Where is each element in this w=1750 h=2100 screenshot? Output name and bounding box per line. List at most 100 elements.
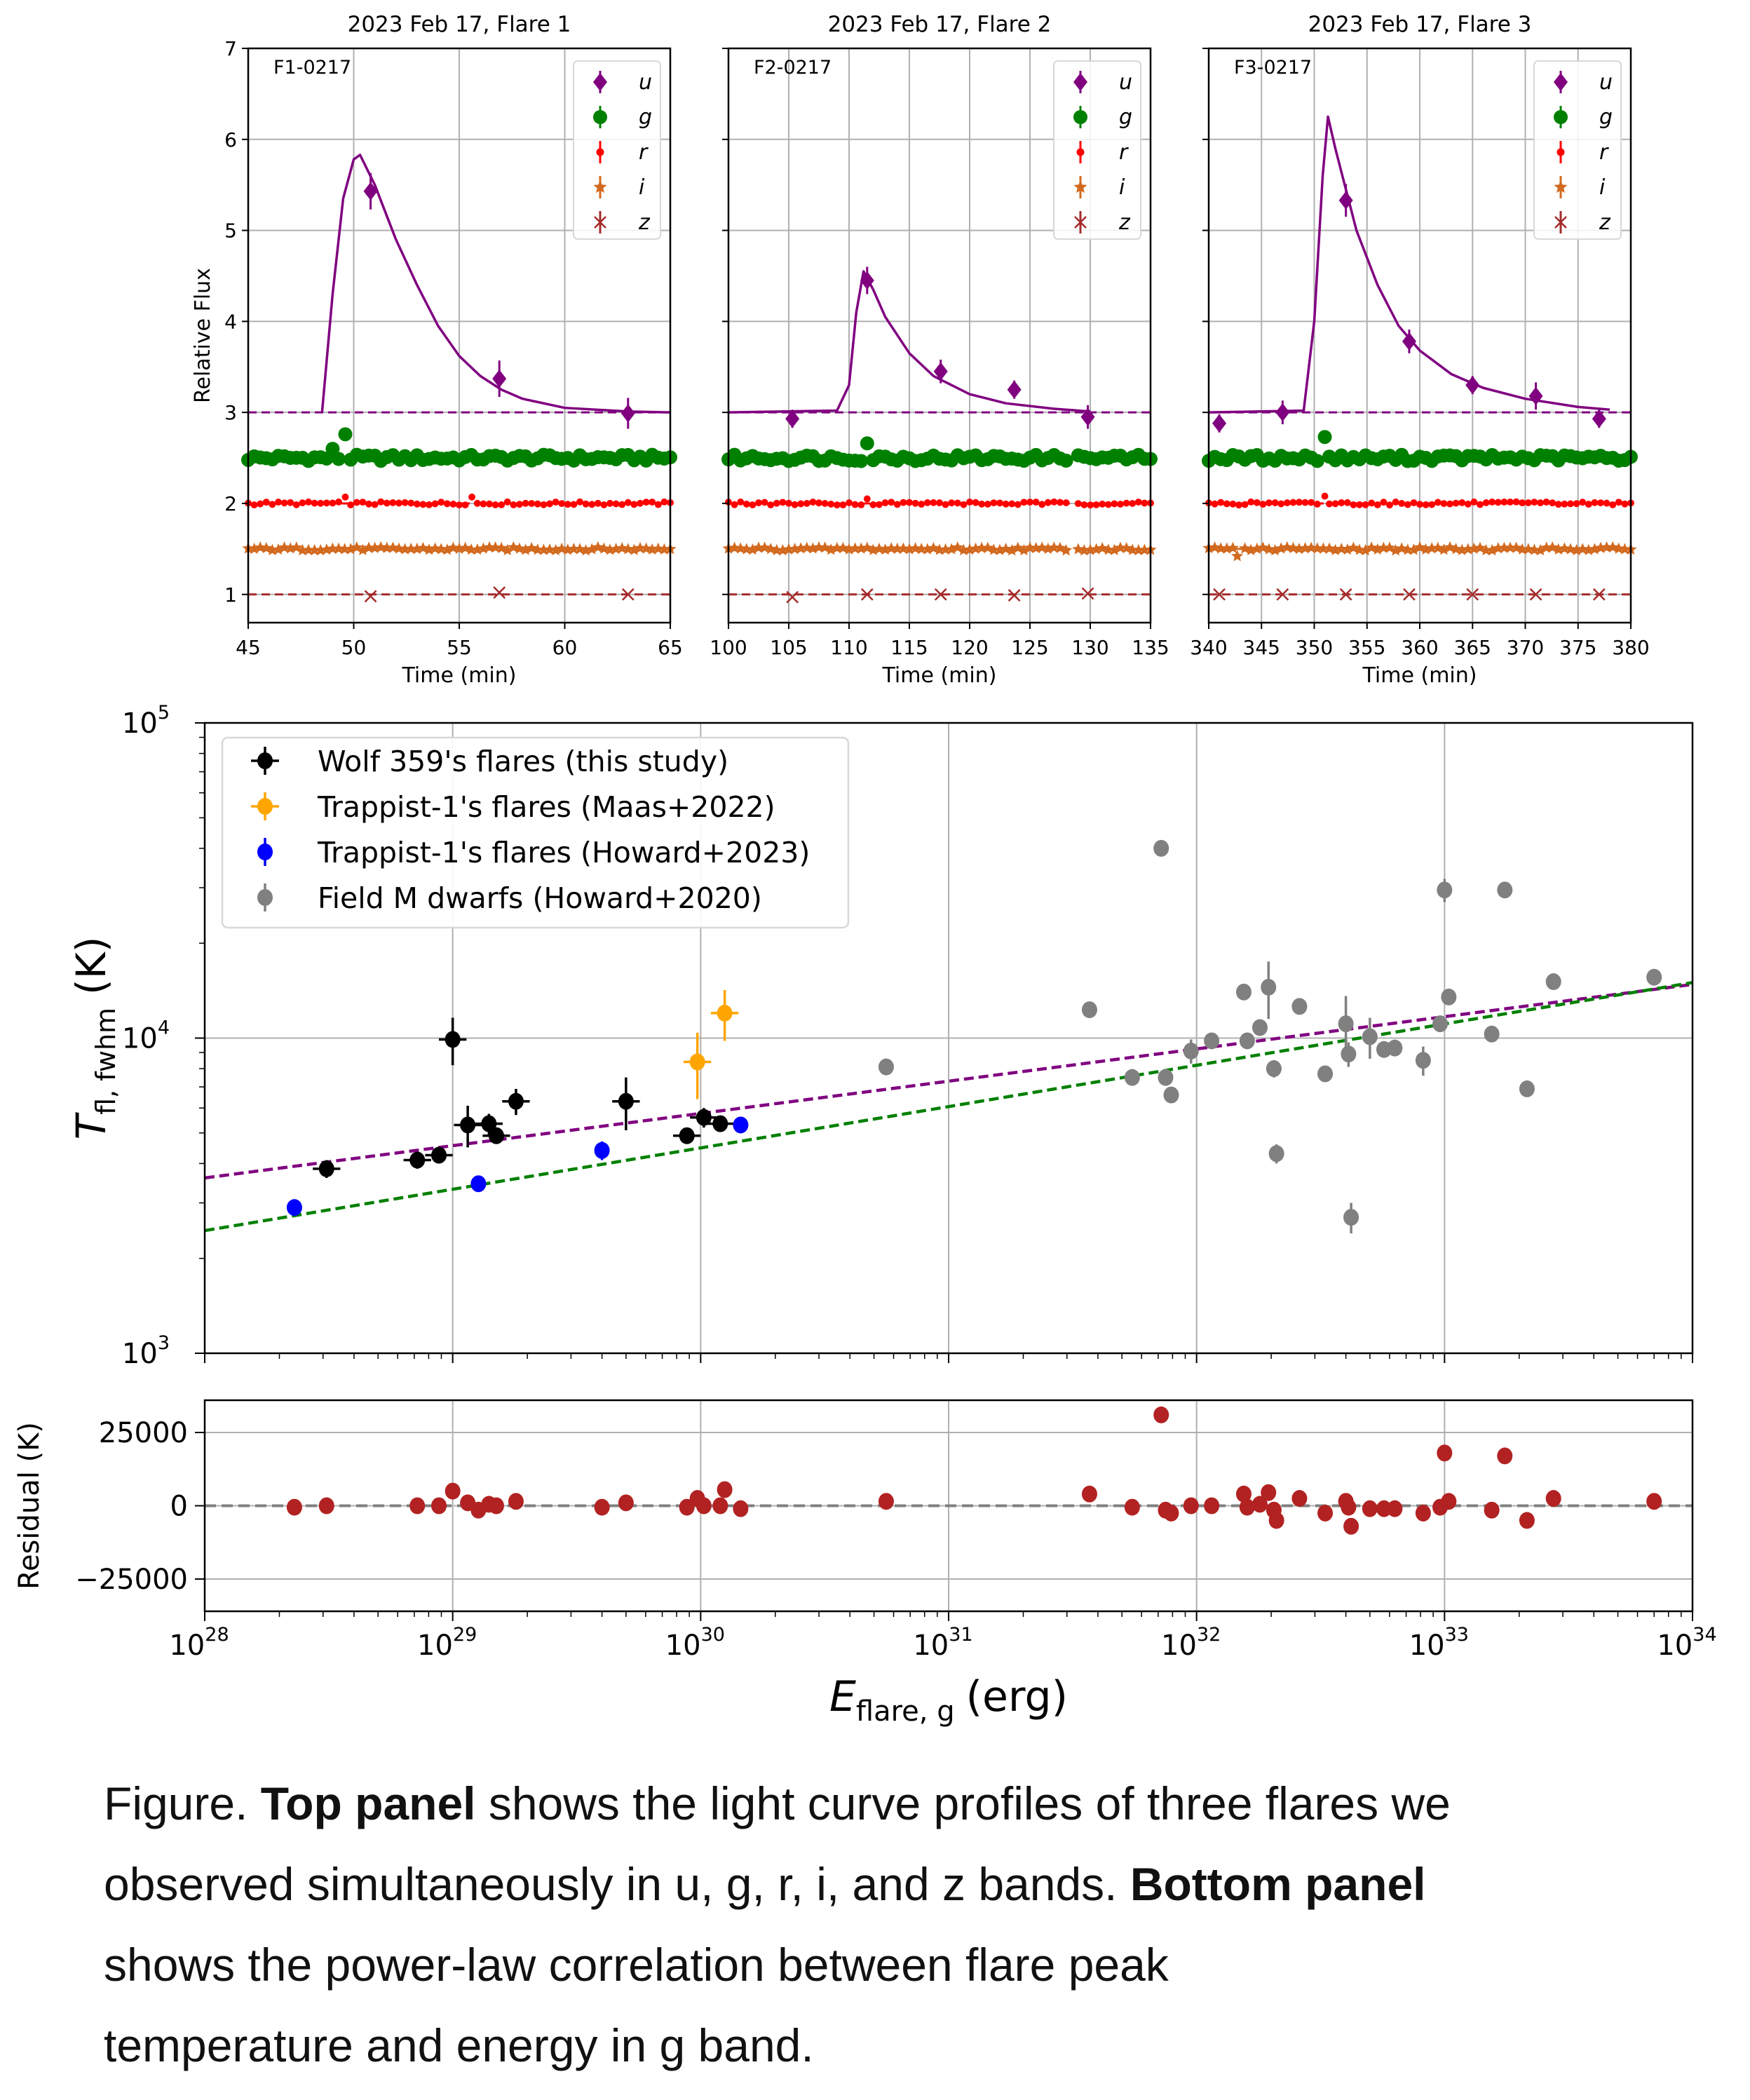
r-band-point xyxy=(1087,501,1094,509)
data-point xyxy=(470,1175,487,1193)
legend-label-z: z xyxy=(638,210,651,235)
data-point xyxy=(1484,1025,1500,1043)
r-band-point xyxy=(630,501,638,508)
residual-point xyxy=(1437,1444,1453,1462)
legend-marker-g xyxy=(593,110,607,124)
r-band-point xyxy=(1416,501,1423,508)
r-band-point xyxy=(1014,501,1022,508)
flare-id-label: F2-0217 xyxy=(754,57,832,79)
r-band-point xyxy=(498,501,506,508)
r-band-point xyxy=(1554,501,1562,508)
x-axis-label: Time (min) xyxy=(402,663,517,688)
x-axis-label: Eflare, g (erg) xyxy=(829,1672,1068,1728)
r-band-point xyxy=(582,500,590,508)
residual-point xyxy=(1415,1504,1431,1522)
z-band-point xyxy=(1213,588,1226,601)
r-band-point xyxy=(395,499,402,507)
r-band-point xyxy=(942,501,949,508)
r-band-point xyxy=(827,500,835,508)
r-band-point xyxy=(1343,499,1351,506)
caption-line: observed simultaneously in u, g, r, i, a… xyxy=(104,1844,1737,1925)
legend-marker xyxy=(257,798,273,815)
y-tick-exponent: 3 xyxy=(158,1332,170,1354)
i-band-point xyxy=(597,542,610,554)
r-band-point xyxy=(1259,501,1267,508)
x-tick-label: 365 xyxy=(1454,636,1491,659)
i-band-point xyxy=(1480,543,1493,556)
data-point xyxy=(1239,1032,1255,1050)
x-label-symbol: E xyxy=(829,1672,856,1721)
i-band-point xyxy=(1060,544,1073,556)
r-band-point xyxy=(269,501,276,508)
z-band-point xyxy=(1466,588,1479,601)
u-band-point xyxy=(1402,332,1416,351)
legend-marker-z xyxy=(594,216,606,229)
u-band-point xyxy=(1592,409,1606,428)
r-band-point xyxy=(1573,500,1580,508)
flare-id-label: F1-0217 xyxy=(273,57,351,79)
r-band-point xyxy=(262,499,270,506)
r-band-point xyxy=(1537,499,1544,507)
x-tick-label: 50 xyxy=(341,636,367,659)
x-tick-label: 375 xyxy=(1559,636,1596,659)
residual-point xyxy=(679,1498,695,1516)
caption-text: observed simultaneously in u, g, r, i, a… xyxy=(104,1858,1130,1910)
i-band-point xyxy=(592,541,604,553)
r-band-point xyxy=(1477,501,1484,508)
r-band-point xyxy=(1603,499,1610,507)
r-band-point xyxy=(1591,499,1599,506)
i-band-point xyxy=(1000,543,1012,555)
data-point xyxy=(1437,881,1453,899)
r-band-point xyxy=(839,501,847,509)
i-band-point xyxy=(1359,543,1372,556)
data-point xyxy=(717,1004,733,1022)
r-band-point xyxy=(1615,499,1622,506)
residual-point xyxy=(618,1494,634,1512)
legend-label-z: z xyxy=(1118,210,1131,235)
i-band-point xyxy=(1024,541,1036,553)
legend-marker-z xyxy=(1554,216,1567,229)
r-band-point xyxy=(606,499,613,507)
r-band-point xyxy=(546,500,553,508)
r-band-point xyxy=(353,499,360,506)
r-band-point xyxy=(1296,499,1303,506)
legend-marker-g xyxy=(1073,110,1087,124)
r-band-point xyxy=(461,501,469,509)
r-band-point xyxy=(486,500,493,508)
r-band-point xyxy=(996,499,1003,507)
legend-label-g: g xyxy=(639,105,652,130)
g-band-point xyxy=(860,436,874,451)
r-band-point xyxy=(383,499,391,507)
u-band-point xyxy=(933,362,948,381)
r-band-point xyxy=(906,499,913,506)
residual-point xyxy=(508,1493,524,1510)
r-band-point xyxy=(978,500,986,508)
r-band-point xyxy=(257,500,264,508)
r-band-point xyxy=(534,500,541,508)
i-band-point xyxy=(1126,543,1139,555)
legend-label-i: i xyxy=(639,175,645,200)
r-band-point xyxy=(292,501,300,508)
z-band-point xyxy=(493,586,506,599)
residual-point xyxy=(1376,1500,1392,1517)
r-band-point xyxy=(960,501,968,508)
r-band-point xyxy=(335,498,342,506)
i-band-point xyxy=(1311,542,1324,554)
i-band-point xyxy=(1528,543,1540,555)
r-band-point xyxy=(456,501,463,509)
r-band-point xyxy=(966,499,973,506)
i-band-point xyxy=(1209,541,1221,553)
r-band-point xyxy=(1410,499,1418,506)
r-band-point xyxy=(1531,499,1538,506)
x-tick-exponent: 34 xyxy=(1693,1624,1716,1646)
flare-id-label: F3-0217 xyxy=(1234,57,1312,79)
data-point xyxy=(594,1142,610,1159)
i-band-point xyxy=(1323,542,1336,554)
i-band-point xyxy=(1353,543,1366,555)
r-band-point xyxy=(1289,499,1297,506)
i-band-point xyxy=(447,541,459,553)
r-band-point xyxy=(863,495,871,503)
r-band-point xyxy=(1313,500,1321,508)
x-axis-label: Time (min) xyxy=(882,663,997,688)
